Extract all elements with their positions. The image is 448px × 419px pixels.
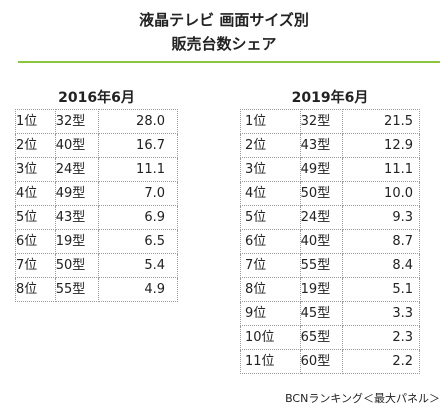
size-cell: 50型 <box>54 253 99 278</box>
share-cell: 11.1 <box>97 157 179 182</box>
size-cell: 43型 <box>54 205 99 230</box>
rank-cell: 7位 <box>240 253 301 278</box>
size-cell: 24型 <box>299 205 344 230</box>
size-cell: 19型 <box>299 277 344 302</box>
period-heading-2016: 2016年6月 <box>58 90 135 106</box>
rank-cell: 10位 <box>240 325 301 350</box>
rank-cell: 6位 <box>240 229 301 254</box>
rank-cell: 5位 <box>15 205 56 230</box>
table-row: 6位 40型 8.7 <box>240 229 420 254</box>
share-cell: 2.3 <box>342 325 420 350</box>
size-cell: 49型 <box>54 181 99 206</box>
rank-cell: 4位 <box>15 181 56 206</box>
rank-cell: 1位 <box>240 109 301 134</box>
source-note: BCNランキング＜最大パネル＞ <box>285 392 440 405</box>
table-body: 1位 32型 21.5 2位 43型 12.9 3位 49型 11.1 4位 50型 10.0 5位 24… <box>240 109 420 374</box>
size-cell: 32型 <box>54 109 99 134</box>
chart-title: 液晶テレビ 画面サイズ別 <box>139 11 309 29</box>
table-row: 7位 50型 5.4 <box>15 253 179 278</box>
rank-cell: 3位 <box>240 157 301 182</box>
share-table-2019: 1位 32型 21.5 2位 43型 12.9 3位 49型 11.1 4位 50型 10.0 5位 24… <box>240 109 420 374</box>
share-cell: 7.0 <box>97 181 179 206</box>
table-row: 4位 50型 10.0 <box>240 181 420 206</box>
size-cell: 50型 <box>299 181 344 206</box>
rank-cell: 3位 <box>15 157 56 182</box>
share-cell: 28.0 <box>97 109 179 134</box>
share-cell: 5.4 <box>97 253 179 278</box>
table-row: 3位 24型 11.1 <box>15 157 179 182</box>
size-cell: 49型 <box>299 157 344 182</box>
share-cell: 16.7 <box>97 133 179 158</box>
size-cell: 43型 <box>299 133 344 158</box>
table-row: 9位 45型 3.3 <box>240 301 420 326</box>
table-row: 2位 40型 16.7 <box>15 133 179 158</box>
share-cell: 11.1 <box>342 157 420 182</box>
share-cell: 6.9 <box>97 205 179 230</box>
share-cell: 8.7 <box>342 229 420 254</box>
size-cell: 55型 <box>299 253 344 278</box>
size-cell: 60型 <box>299 349 344 374</box>
size-cell: 45型 <box>299 301 344 326</box>
table-row: 8位 55型 4.9 <box>15 277 179 302</box>
rank-cell: 6位 <box>15 229 56 254</box>
rank-cell: 1位 <box>15 109 56 134</box>
chart-subtitle: 販売台数シェア <box>171 35 277 53</box>
share-cell: 3.3 <box>342 301 420 326</box>
table-row: 3位 49型 11.1 <box>240 157 420 182</box>
size-cell: 65型 <box>299 325 344 350</box>
rank-cell: 2位 <box>15 133 56 158</box>
table-row: 1位 32型 28.0 <box>15 109 179 134</box>
size-cell: 40型 <box>54 133 99 158</box>
table-row: 1位 32型 21.5 <box>240 109 420 134</box>
share-table-2016: 1位 32型 28.0 2位 40型 16.7 3位 24型 11.1 4位 49型 7.0 5位 43型… <box>15 109 179 302</box>
table-row: 10位 65型 2.3 <box>240 325 420 350</box>
rank-cell: 5位 <box>240 205 301 230</box>
share-cell: 6.5 <box>97 229 179 254</box>
table-row: 11位 60型 2.2 <box>240 349 420 374</box>
rank-cell: 11位 <box>240 349 301 374</box>
green-divider <box>18 61 440 63</box>
share-cell: 5.1 <box>342 277 420 302</box>
share-cell: 2.2 <box>342 349 420 374</box>
table-row: 2位 43型 12.9 <box>240 133 420 158</box>
share-cell: 12.9 <box>342 133 420 158</box>
table-row: 5位 24型 9.3 <box>240 205 420 230</box>
rank-cell: 8位 <box>240 277 301 302</box>
table-row: 8位 19型 5.1 <box>240 277 420 302</box>
share-cell: 4.9 <box>97 277 179 302</box>
rank-cell: 7位 <box>15 253 56 278</box>
table-row: 7位 55型 8.4 <box>240 253 420 278</box>
size-cell: 40型 <box>299 229 344 254</box>
table-row: 5位 43型 6.9 <box>15 205 179 230</box>
share-cell: 10.0 <box>342 181 420 206</box>
rank-cell: 8位 <box>15 277 56 302</box>
size-cell: 55型 <box>54 277 99 302</box>
rank-cell: 9位 <box>240 301 301 326</box>
share-cell: 9.3 <box>342 205 420 230</box>
table-row: 6位 19型 6.5 <box>15 229 179 254</box>
rank-cell: 2位 <box>240 133 301 158</box>
size-cell: 19型 <box>54 229 99 254</box>
rank-cell: 4位 <box>240 181 301 206</box>
share-cell: 8.4 <box>342 253 420 278</box>
table-row: 4位 49型 7.0 <box>15 181 179 206</box>
share-cell: 21.5 <box>342 109 420 134</box>
size-cell: 24型 <box>54 157 99 182</box>
table-body: 1位 32型 28.0 2位 40型 16.7 3位 24型 11.1 4位 49型 7.0 5位 43型… <box>15 109 179 302</box>
size-cell: 32型 <box>299 109 344 134</box>
period-heading-2019: 2019年6月 <box>291 90 369 106</box>
